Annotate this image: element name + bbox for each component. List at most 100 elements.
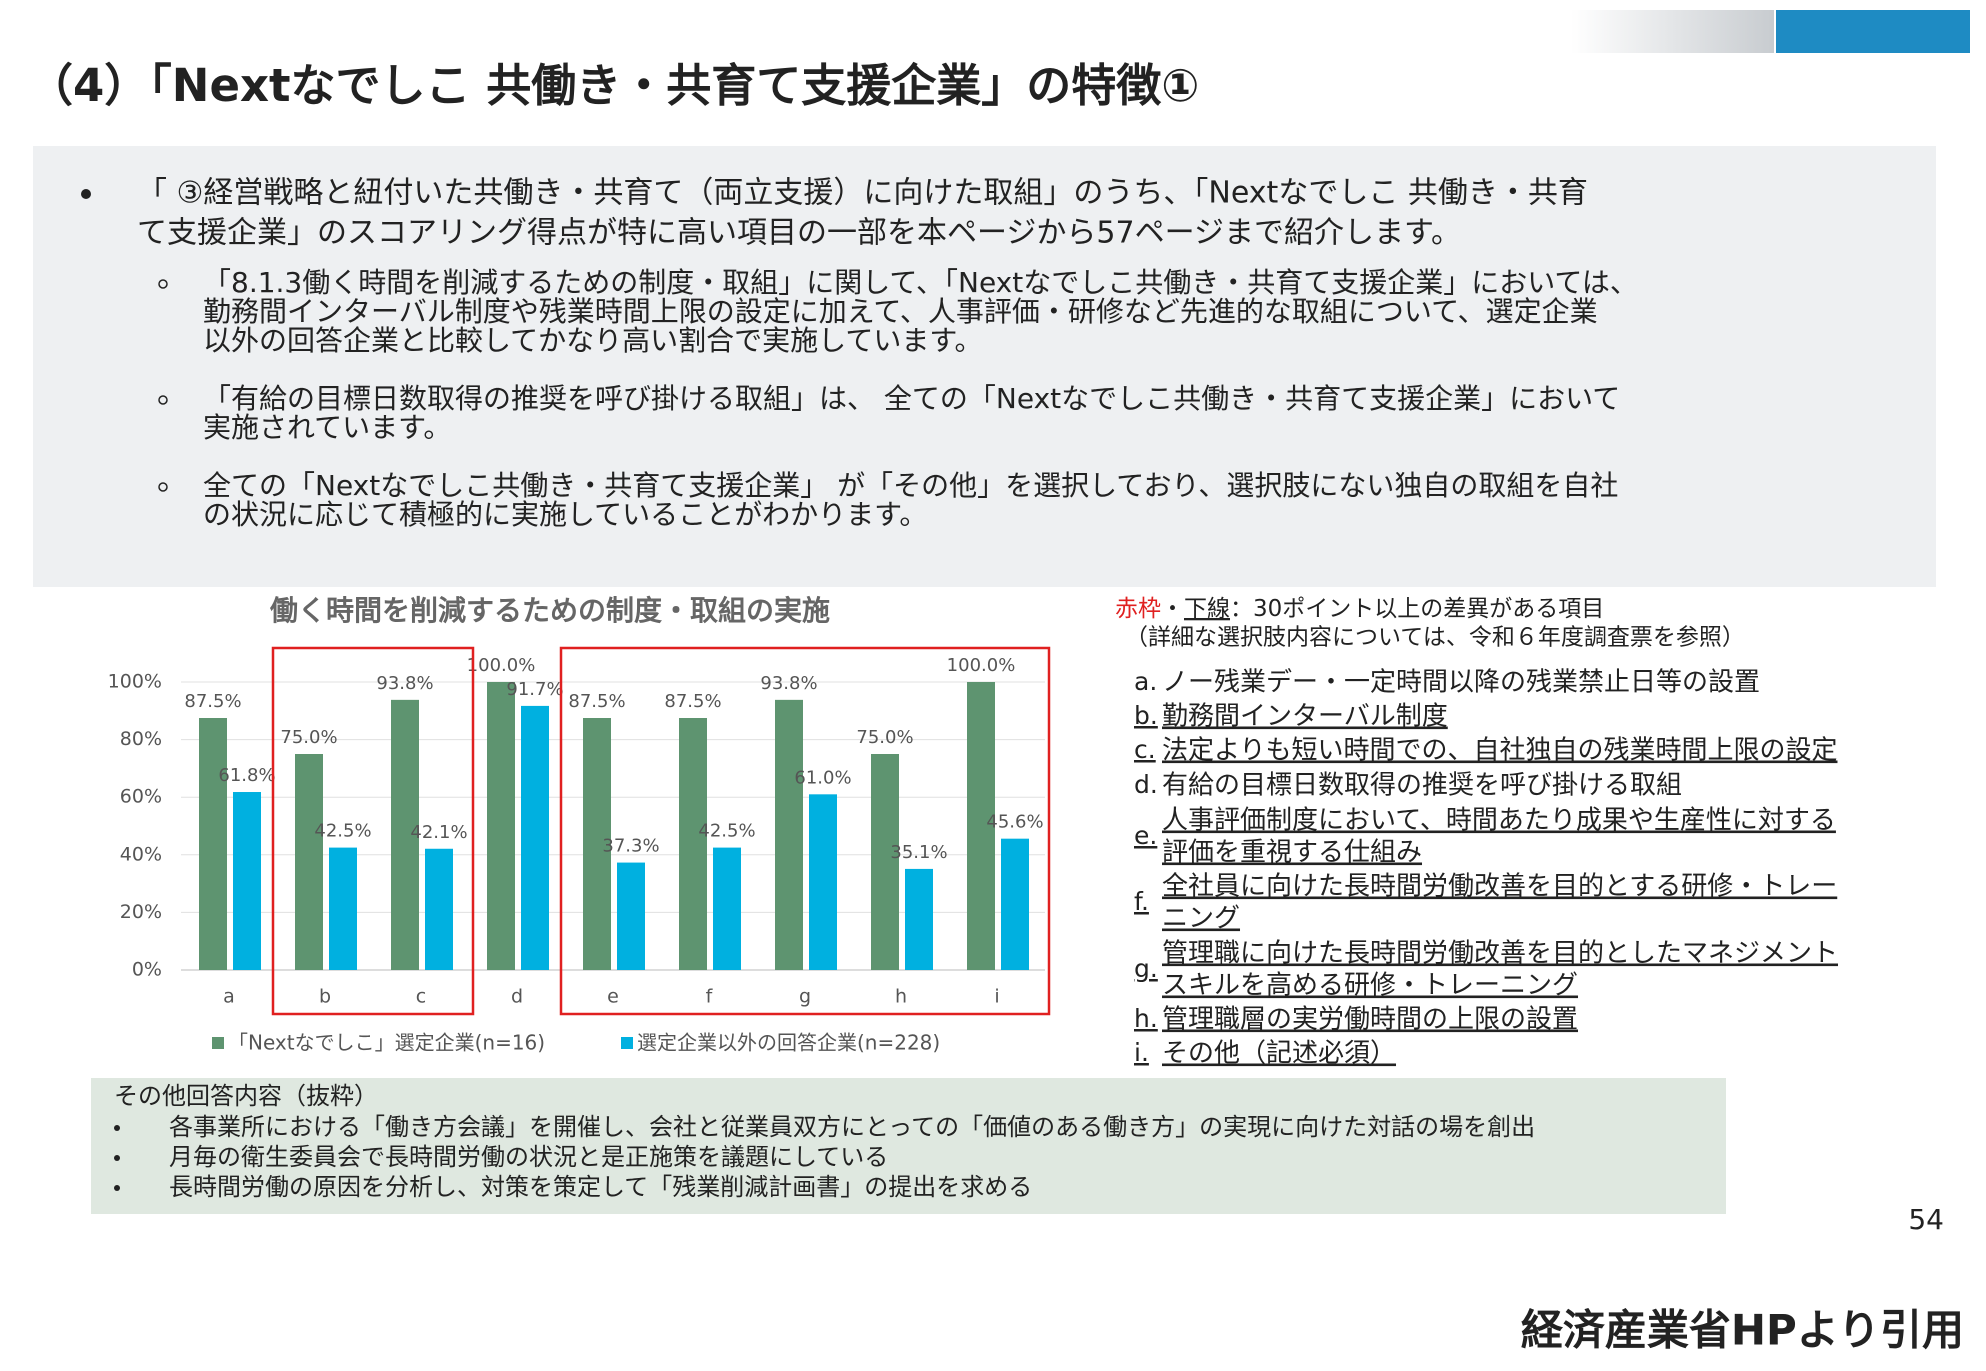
item-text: 管理職層の実労働時間の上限の設置 [1162, 1005, 1578, 1035]
bar [679, 718, 707, 970]
value-label: 93.8% [760, 673, 817, 694]
summary-box [33, 146, 1936, 587]
value-label: 75.0% [856, 727, 913, 748]
bar [329, 847, 357, 970]
item-text: 全社員に向けた長時間労働改善を目的とする研修・トレー [1162, 872, 1837, 902]
title: （4）「Nextなでしこ 共働き・共育て支援企業」の特徴① [28, 59, 1199, 112]
x-tick-label: e [607, 986, 619, 1008]
sub-bullet-text: 「有給の目標日数取得の推奨を呼び掛ける取組」は、 全ての「Nextなでしこ共働き… [203, 382, 1620, 415]
y-tick-label: 40% [120, 843, 162, 865]
bar [391, 699, 419, 970]
sub-bullet [158, 395, 168, 405]
y-tick-label: 80% [120, 728, 162, 750]
other-item: 長時間労働の原因を分析し、対策を策定して「残業削減計画書」の提出を求める [169, 1173, 1032, 1201]
x-tick-label: d [511, 986, 523, 1008]
x-tick-label: f [706, 986, 714, 1008]
value-label: 42.5% [314, 821, 371, 842]
y-tick-label: 0% [132, 959, 162, 981]
bar [199, 718, 227, 970]
other-item: 各事業所における「働き方会議」を開催し、会社と従業員双方にとっての「価値のある働… [169, 1113, 1535, 1141]
item-text: 人事評価制度において、時間あたり成果や生産性に対する [1162, 806, 1836, 836]
bar [809, 794, 837, 970]
item-letter: h. [1134, 1004, 1158, 1033]
item-letter: a. [1134, 667, 1157, 696]
legend-red: 赤枠 [1115, 596, 1161, 622]
item-letter: c. [1134, 735, 1156, 764]
bar [713, 847, 741, 970]
value-label: 87.5% [184, 691, 241, 712]
bar [295, 754, 323, 970]
value-label: 42.1% [410, 822, 467, 843]
bar [871, 754, 899, 970]
bullet [114, 1125, 120, 1131]
x-tick-label: h [895, 986, 907, 1008]
item-text: その他（記述必須） [1162, 1039, 1396, 1069]
value-label: 61.0% [794, 767, 851, 788]
sub-bullet [158, 279, 168, 289]
y-tick-label: 100% [108, 671, 162, 693]
value-label: 35.1% [890, 842, 947, 863]
source: 経済産業省HPより引用 [1521, 1306, 1964, 1355]
decor [1571, 10, 1774, 53]
bar [233, 792, 261, 970]
value-label: 100.0% [947, 655, 1016, 676]
bar [425, 848, 453, 970]
bar [905, 868, 933, 970]
legend-label: 選定企業以外の回答企業(n=228) [637, 1031, 940, 1055]
item-text: 評価を重視する仕組み [1162, 838, 1422, 868]
value-label: 61.8% [218, 765, 275, 786]
legend-underline: 下線 [1184, 596, 1230, 622]
decor [1776, 10, 1970, 53]
sub-bullet-text: 「8.1.3働く時間を削減するための制度・取組」に関して、「Nextなでしこ共働… [203, 266, 1638, 299]
x-tick-label: a [223, 986, 235, 1008]
page-number: 54 [1908, 1203, 1944, 1236]
item-text: 有給の目標日数取得の推奨を呼び掛ける取組 [1162, 771, 1682, 801]
item-text: 勤務間インターバル制度 [1162, 702, 1448, 732]
item-text: ニング [1162, 904, 1240, 934]
bar [617, 862, 645, 970]
sub-bullet-text: 以外の回答企業と比較してかなり高い割合で実施しています。 [203, 324, 983, 357]
value-label: 37.3% [602, 836, 659, 857]
bar [487, 682, 515, 970]
y-tick-label: 20% [120, 901, 162, 923]
other-item: 月毎の衛生委員会で長時間労働の状況と是正施策を議題にしている [169, 1143, 888, 1171]
highlight-box [271, 646, 475, 1016]
bar [583, 718, 611, 970]
bullet [114, 1185, 120, 1191]
item-letter: i. [1134, 1038, 1149, 1067]
item-letter: f. [1134, 887, 1149, 916]
value-label: 100.0% [467, 655, 536, 676]
y-tick-label: 60% [120, 786, 162, 808]
sub-bullet [158, 482, 168, 492]
sub-bullet-text: 全ての「Nextなでしこ共働き・共育て支援企業」 が「その他」を選択しており、選… [203, 469, 1618, 502]
value-label: 42.5% [698, 821, 755, 842]
bar [967, 682, 995, 970]
sub-bullet-text: の状況に応じて積極的に実施していることがわかります。 [203, 498, 927, 531]
value-label: 87.5% [664, 691, 721, 712]
chart-title: 働く時間を削減するための制度・取組の実施 [269, 594, 830, 627]
bar [1001, 838, 1029, 970]
x-tick-label: b [319, 986, 331, 1008]
bullet-text: て支援企業」のスコアリング得点が特に高い項目の一部を本ページから57ページまで紹… [137, 216, 1461, 251]
value-label: 45.6% [986, 812, 1043, 833]
x-tick-label: g [799, 986, 811, 1008]
item-text: 法定よりも短い時間での、自社独自の残業時間上限の設定 [1162, 736, 1837, 766]
other-heading: その他回答内容（抜粋） [114, 1082, 378, 1110]
item-text: 管理職に向けた長時間労働改善を目的としたマネジメント [1162, 939, 1838, 969]
legend-swatch [212, 1037, 224, 1049]
notes-legend: 赤枠・下線：30ポイント以上の差異がある項目 [1115, 596, 1604, 622]
legend-dot: ・ [1161, 596, 1184, 622]
bar [521, 705, 549, 970]
legend-label: 「Nextなでしこ」選定企業(n=16) [228, 1031, 545, 1055]
legend-swatch [621, 1037, 633, 1049]
other-box [91, 1078, 1726, 1214]
bullet-text: 「 ③経営戦略と紐付いた共働き・共育て（両立支援）に向けた取組」のうち、「Nex… [137, 176, 1588, 211]
item-letter: b. [1134, 701, 1158, 730]
value-label: 75.0% [280, 727, 337, 748]
notes-reference: （詳細な選択肢内容については、令和６年度調査票を参照） [1125, 625, 1745, 651]
value-label: 87.5% [568, 691, 625, 712]
x-tick-label: c [416, 986, 426, 1008]
legend-rest: ：30ポイント以上の差異がある項目 [1230, 596, 1604, 622]
item-letter: d. [1134, 770, 1158, 799]
